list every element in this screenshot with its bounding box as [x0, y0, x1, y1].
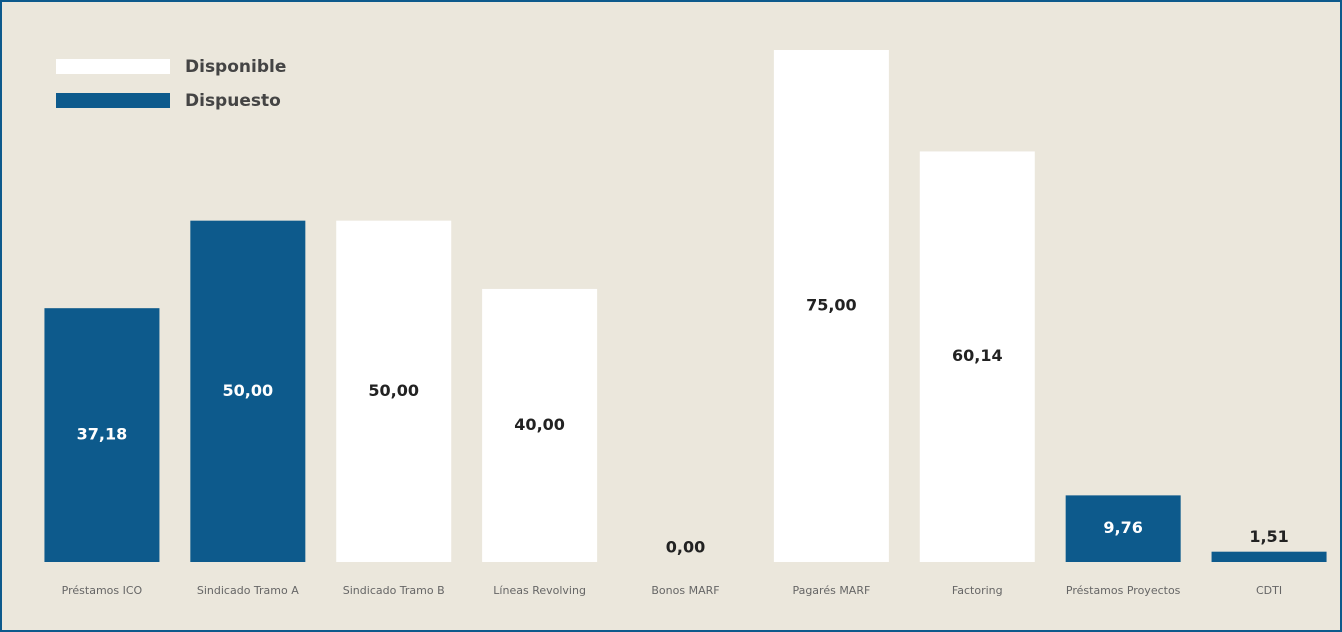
- bar: [482, 288, 598, 562]
- value-label: 40,00: [514, 415, 565, 434]
- value-label: 50,00: [223, 381, 274, 400]
- bar: [190, 220, 306, 562]
- value-label: 75,00: [806, 296, 857, 315]
- x-tick-label: Sindicado Tramo B: [343, 584, 445, 597]
- x-tick-label: Sindicado Tramo A: [197, 584, 299, 597]
- x-tick-label: Factoring: [952, 584, 1003, 597]
- bar: [336, 220, 452, 562]
- value-label: 0,00: [666, 538, 705, 557]
- value-label: 9,76: [1103, 518, 1142, 537]
- bar: [773, 50, 889, 562]
- value-label: 1,51: [1249, 527, 1288, 546]
- legend-label: Dispuesto: [185, 91, 281, 111]
- legend-swatch: [56, 59, 170, 74]
- x-tick-label: Bonos MARF: [651, 584, 719, 597]
- x-tick-label: Líneas Revolving: [493, 584, 586, 597]
- bar: [919, 151, 1035, 562]
- bar: [1065, 495, 1181, 562]
- x-tick-label: Préstamos Proyectos: [1066, 584, 1181, 597]
- x-tick-label: CDTI: [1256, 584, 1282, 597]
- bar: [44, 308, 160, 562]
- x-tick-label: Préstamos ICO: [62, 584, 143, 597]
- legend-swatch: [56, 93, 170, 108]
- bar: [1211, 551, 1327, 562]
- legend-label: Disponible: [185, 57, 286, 77]
- value-label: 60,14: [952, 346, 1003, 365]
- value-label: 37,18: [77, 425, 128, 444]
- x-tick-label: Pagarés MARF: [792, 584, 870, 597]
- value-label: 50,00: [368, 381, 419, 400]
